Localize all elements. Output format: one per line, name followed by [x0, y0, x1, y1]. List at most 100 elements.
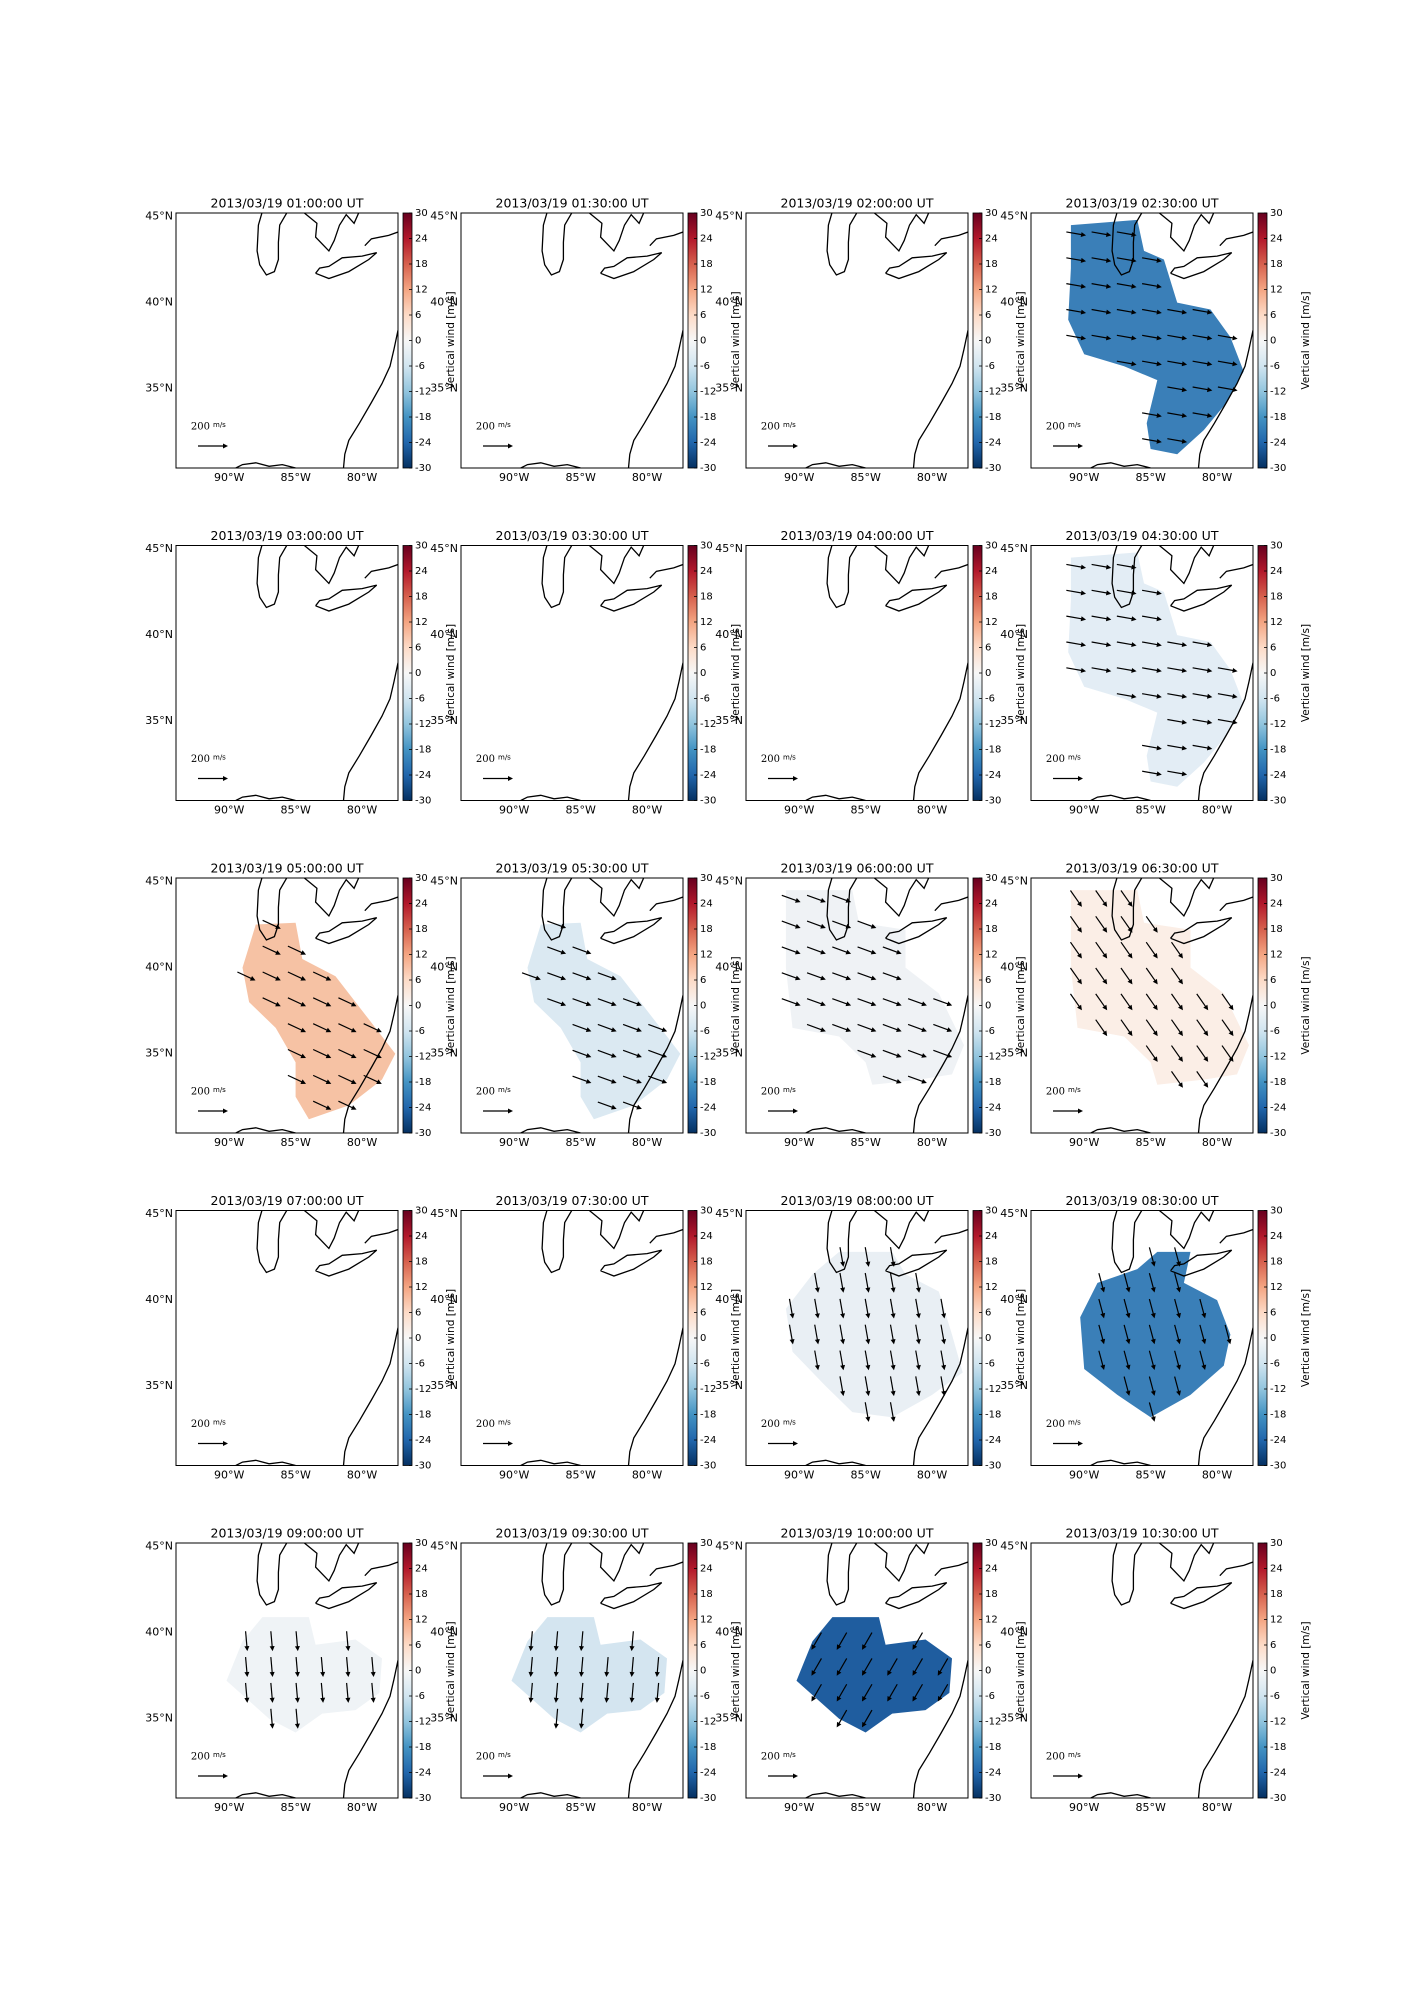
wind-arrow	[857, 1023, 877, 1032]
wind-arrow	[1192, 667, 1213, 673]
quiver-key-unit: m/s	[783, 1419, 796, 1427]
wind-arrow	[839, 1298, 846, 1319]
wind-arrow	[1123, 1298, 1131, 1319]
lat-label: 40°N	[1000, 961, 1028, 974]
wind-arrow	[814, 1298, 820, 1319]
lon-label: 90°W	[784, 1136, 814, 1149]
map-area	[235, 1210, 398, 1466]
colorbar-tick-label: -18	[1270, 745, 1286, 756]
colorbar-tick-label: -24	[415, 1103, 431, 1114]
map-panel: 2013/03/19 01:30:00 UT 45°N 40°N 35°N 90°W 85…	[430, 196, 742, 485]
colorbar-tick-label: -6	[1270, 1026, 1280, 1037]
coastline	[1197, 662, 1253, 801]
lon-label: 90°W	[784, 1801, 814, 1814]
colorbar-tick-label: 30	[985, 208, 998, 219]
wind-arrow	[915, 1272, 921, 1293]
wind-arrow	[864, 1272, 871, 1293]
wind-arrow	[889, 1402, 896, 1422]
colorbar: 30 24 18 12 6 0 -6 -12 -18 -24 -30 Vertical wind [m…	[687, 541, 742, 807]
wind-arrow	[1196, 1019, 1209, 1037]
coastline	[235, 1459, 296, 1466]
colorbar-tick-label: -18	[415, 745, 431, 756]
colorbar-tick-label: -12	[985, 1384, 1001, 1395]
map-panel: 2013/03/19 05:00:00 UT 45°N 40°N 35°N 90°W 85…	[145, 861, 457, 1150]
coastline	[912, 1327, 968, 1466]
wind-arrow	[528, 1631, 534, 1652]
colorbar-tick-label: 12	[700, 1615, 713, 1626]
lon-label: 85°W	[1135, 804, 1165, 817]
coastline	[541, 545, 573, 609]
lat-label: 45°N	[1000, 542, 1028, 555]
colorbar-tick-label: -12	[1270, 387, 1286, 398]
colorbar-tick-label: 18	[985, 259, 998, 270]
axes-frame	[1030, 1542, 1254, 1799]
wind-arrow	[572, 1075, 592, 1084]
coastline	[1158, 1210, 1215, 1250]
coastline	[1158, 878, 1215, 918]
wind-region	[1068, 219, 1244, 455]
lon-label: 85°W	[1135, 1469, 1165, 1482]
wind-arrow	[1148, 1298, 1156, 1319]
wind-arrow	[320, 1682, 326, 1703]
wind-arrow	[832, 998, 852, 1007]
wind-region	[527, 922, 681, 1120]
wind-arrow	[1069, 941, 1082, 959]
colorbar-tick-label: -24	[700, 1103, 716, 1114]
map-panel: 2013/03/19 08:30:00 UT 45°N 40°N 35°N 90°W 85…	[1000, 1193, 1312, 1482]
wind-arrow	[1098, 1298, 1106, 1319]
wind-arrow	[262, 971, 281, 981]
coastline	[873, 1210, 930, 1250]
wind-arrow	[1145, 941, 1158, 959]
coastline	[520, 462, 581, 468]
wind-arrow	[1148, 1350, 1156, 1371]
colorbar-label: Vertical wind [m/s]	[445, 1621, 457, 1719]
wind-arrow	[345, 1682, 351, 1703]
wind-arrow	[915, 1350, 921, 1371]
wind-arrow	[915, 1298, 921, 1319]
map-area	[520, 545, 683, 801]
colorbar-tick-label: -30	[985, 463, 1001, 474]
wind-arrow	[312, 1023, 332, 1033]
lat-label: 45°N	[430, 1207, 458, 1220]
axes-frame	[460, 1542, 684, 1799]
colorbar-tick-label: -6	[985, 1026, 995, 1037]
colorbar-tick-label: 6	[1270, 1640, 1276, 1651]
colorbar-tick-label: -18	[1270, 1410, 1286, 1421]
map-area	[235, 213, 398, 468]
colorbar-tick-label: -6	[415, 1691, 425, 1702]
colorbar-tick-label: -18	[415, 412, 431, 423]
colorbar-tick-label: 24	[415, 1231, 428, 1242]
wind-arrow	[836, 1709, 848, 1728]
wind-arrow	[1142, 641, 1162, 648]
wind-arrow	[622, 1075, 642, 1084]
colorbar-tick-label: 6	[1270, 1308, 1276, 1319]
coastline	[342, 1660, 398, 1798]
colorbar-tick-label: -6	[985, 361, 995, 372]
colorbar: 30 24 18 12 6 0 -6 -12 -18 -24 -30 Vertical wind [m…	[972, 873, 1027, 1139]
lat-label: 35°N	[715, 1712, 743, 1725]
coastline	[1158, 545, 1215, 585]
colorbar-tick-label: 6	[1270, 975, 1276, 986]
lon-label: 90°W	[214, 1469, 244, 1482]
colorbar-label: Vertical wind [m/s]	[1015, 956, 1027, 1054]
wind-arrow	[861, 1658, 873, 1676]
quiver-key-speed: 200	[761, 422, 780, 433]
coastline	[303, 545, 360, 585]
coastline	[627, 330, 683, 468]
wind-arrow	[889, 1272, 896, 1293]
wind-arrow	[1120, 993, 1133, 1011]
lon-label: 85°W	[850, 1801, 880, 1814]
map-area	[785, 1210, 968, 1466]
wind-arrow	[864, 1402, 871, 1422]
axes-frame	[745, 212, 969, 469]
quiver-key-unit: m/s	[213, 754, 226, 762]
lon-label: 80°W	[1202, 1469, 1232, 1482]
colorbar: 30 24 18 12 6 0 -6 -12 -18 -24 -30 Vertical wind [m…	[1257, 1538, 1312, 1804]
wind-arrow	[839, 1350, 846, 1371]
wind-arrow	[1145, 1045, 1158, 1062]
wind-arrow	[912, 1632, 924, 1650]
wind-arrow	[1098, 1350, 1106, 1371]
lon-label: 90°W	[499, 471, 529, 484]
map-panel: 2013/03/19 04:30:00 UT 45°N 40°N 35°N 90°W 85…	[1000, 528, 1312, 817]
wind-arrow	[1196, 993, 1209, 1011]
